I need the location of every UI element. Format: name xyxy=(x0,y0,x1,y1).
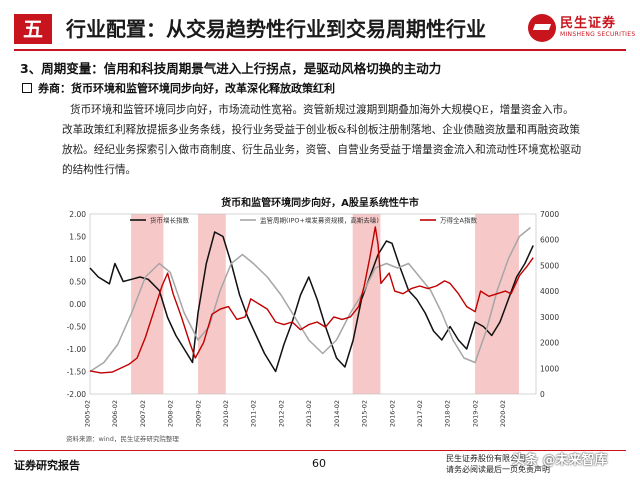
watermark-text: 头条 @未来智库 xyxy=(512,453,608,468)
series-line xyxy=(89,226,534,374)
body-paragraph: 货币环境和监管环境同步向好，市场流动性宽裕。资管新规过渡期到期叠加海外大规模QE… xyxy=(62,100,620,180)
x-tick-label: 2014-02 xyxy=(333,400,341,427)
y-right-tick-label: 6000 xyxy=(540,236,559,245)
y-right-tick-label: 7000 xyxy=(540,210,559,219)
footer-disclaimer: 民生证券股份有限公司 请务必阅读最后一页免责声明 xyxy=(446,453,550,475)
y-right-tick-label: 5000 xyxy=(540,261,559,270)
x-tick-label: 2015-02 xyxy=(361,400,369,427)
header-divider xyxy=(14,49,626,51)
y-left-tick-label: -2.00 xyxy=(67,390,87,399)
y-left-tick-label: 0.50 xyxy=(69,278,86,287)
y-right-tick-label: 4000 xyxy=(540,287,559,296)
highlight-band xyxy=(352,214,381,394)
chart-source: 资料来源：wind，民生证券研究院整理 xyxy=(66,435,179,443)
x-tick-label: 2005-02 xyxy=(84,400,92,427)
page-title: 行业配置：从交易趋势性行业到交易周期性行业 xyxy=(66,17,486,41)
y-left-tick-label: 1.50 xyxy=(69,233,86,242)
footer-company: 民生证券股份有限公司 xyxy=(446,454,526,463)
x-tick-label: 2020-02 xyxy=(499,400,507,427)
footer-notice: 请务必阅读最后一页免责声明 xyxy=(446,465,550,474)
bullet-text: 券商：货币环境和监管环境同步向好，改革深化释放政策红利 xyxy=(38,82,335,95)
x-tick-label: 2017-02 xyxy=(416,400,424,427)
y-left-tick-label: 2.00 xyxy=(69,210,86,219)
paragraph-line: 货币环境和监管环境同步向好，市场流动性宽裕。资管新规过渡期到期叠加海外大规模QE… xyxy=(70,104,574,116)
highlight-band xyxy=(131,214,164,394)
footer-divider xyxy=(14,450,626,451)
footer-report-label: 证券研究报告 xyxy=(14,459,80,472)
y-left-tick-label: -1.00 xyxy=(67,345,87,354)
legend-label: 万得全A指数 xyxy=(440,216,477,225)
paragraph-line: 改革政策红利释放提振多业务条线，投行业务受益于创业板&科创板注册制落地、企业债融… xyxy=(62,124,580,136)
chart-title: 货币和监管环境同步向好，A股呈系统性牛市 xyxy=(221,198,419,209)
brand-logo: 民生证券 MINSHENG SECURITIES xyxy=(528,12,638,46)
x-tick-label: 2008-02 xyxy=(167,400,175,427)
x-tick-label: 2011-02 xyxy=(250,400,258,427)
y-left-tick-label: -0.50 xyxy=(67,323,87,332)
series-line xyxy=(89,231,534,373)
bullet-heading: 券商：货币环境和监管环境同步向好，改革深化释放政策红利 xyxy=(22,80,335,96)
y-left-tick-label: 0.00 xyxy=(69,300,86,309)
x-tick-label: 2007-02 xyxy=(139,400,147,427)
x-tick-label: 2006-02 xyxy=(111,400,119,427)
x-tick-label: 2013-02 xyxy=(305,400,313,427)
y-right-tick-label: 1000 xyxy=(540,364,559,373)
legend-label: 监管周期(IPO+增发募资规模，高斯去噪) xyxy=(260,216,379,225)
x-tick-label: 2018-02 xyxy=(444,400,452,427)
y-left-tick-label: -1.50 xyxy=(67,368,87,377)
y-right-tick-label: 0 xyxy=(540,390,545,399)
x-tick-label: 2019-02 xyxy=(471,400,479,427)
paragraph-line: 的结构性行情。 xyxy=(62,164,137,176)
line-chart: 2.00 1.50 1.00 0.50 0.00 -0.50 -1.00 -1.50 -2.00… xyxy=(67,210,560,427)
plot-frame xyxy=(89,213,537,395)
y-left-tick-label: 1.00 xyxy=(69,255,86,264)
y-right-tick-label: 2000 xyxy=(540,339,559,348)
x-tick-label: 2016-02 xyxy=(388,400,396,427)
subheading: 3、周期变量：信用和科技周期景气进入上行拐点，是驱动风格切换的主动力 xyxy=(20,61,442,76)
highlight-band xyxy=(475,214,519,394)
page-number: 60 xyxy=(312,457,326,470)
logo-text-cn: 民生证券 xyxy=(560,16,617,31)
x-tick-label: 2012-02 xyxy=(277,400,285,427)
x-tick-label: 2010-02 xyxy=(222,400,230,427)
logo-icon xyxy=(528,14,556,42)
series-line xyxy=(89,226,531,373)
x-tick-label: 2009-02 xyxy=(194,400,202,427)
y-right-tick-label: 3000 xyxy=(540,313,559,322)
logo-text-en: MINSHENG SECURITIES xyxy=(560,31,636,38)
section-number-badge: 五 xyxy=(14,14,52,44)
paragraph-line: 放松。经纪业务探索引入做市商制度、衍生品业务，资管、自营业务受益于增量资金流入和… xyxy=(62,144,582,156)
page-header: 五 行业配置：从交易趋势性行业到交易周期性行业 民生证券 MINSHENG SE… xyxy=(0,0,640,54)
checkbox-square-icon xyxy=(22,83,32,93)
legend-label: 货币增长指数 xyxy=(150,216,190,225)
